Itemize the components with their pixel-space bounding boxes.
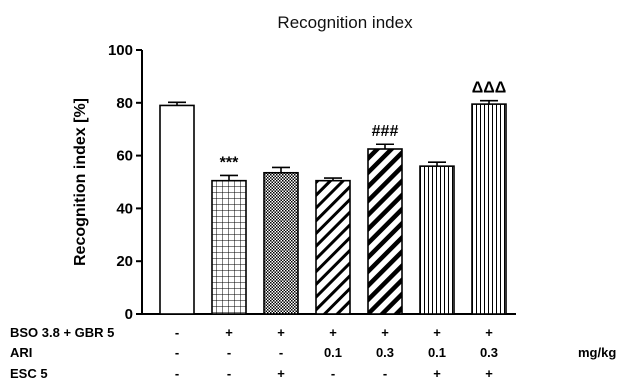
- treatment-cell: +: [329, 325, 337, 340]
- bar: [263, 171, 299, 315]
- bar: [419, 165, 455, 315]
- treatment-table: BSO 3.8 + GBR 5 - + + + + + + ARI - - - 0.1 0.3 0.1 0.3…: [10, 325, 616, 381]
- treatment-cell: 0.1: [428, 345, 446, 360]
- treatment-cell: -: [227, 366, 231, 381]
- treatment-cell: +: [381, 325, 389, 340]
- treatment-row-label: ESC 5: [10, 366, 48, 381]
- significance-label: ***: [220, 154, 239, 171]
- treatment-cell: +: [485, 366, 493, 381]
- treatment-cell: -: [175, 366, 179, 381]
- treatment-cell: 0.3: [480, 345, 498, 360]
- bar: [471, 103, 507, 315]
- axes: 0 20 40 60 80 100: [108, 42, 516, 323]
- y-axis-label: Recognition index [%]: [72, 98, 89, 266]
- bar: [367, 148, 403, 315]
- treatment-cell: +: [277, 366, 285, 381]
- treatment-cell: -: [175, 325, 179, 340]
- treatment-cell: 0.1: [324, 345, 342, 360]
- bar: [159, 104, 195, 315]
- treatment-cell: -: [175, 345, 179, 360]
- treatment-cell: -: [383, 366, 387, 381]
- chart-title: Recognition index: [277, 13, 413, 32]
- treatment-row-label: ARI: [10, 345, 32, 360]
- unit-label: mg/kg: [578, 345, 616, 360]
- treatment-cell: +: [433, 366, 441, 381]
- y-tick-label: 80: [116, 95, 133, 112]
- treatment-row-label: BSO 3.8 + GBR 5: [10, 325, 114, 340]
- bar: [315, 179, 351, 315]
- y-tick-label: 40: [116, 200, 133, 217]
- bars: *** ### ΔΔΔ: [159, 80, 507, 315]
- significance-label: ###: [372, 123, 399, 140]
- y-tick-label: 0: [125, 306, 133, 323]
- treatment-cell: +: [433, 325, 441, 340]
- treatment-cell: +: [277, 325, 285, 340]
- treatment-cell: +: [485, 325, 493, 340]
- treatment-cell: +: [225, 325, 233, 340]
- y-tick-label: 100: [108, 42, 133, 59]
- bar: [211, 179, 247, 315]
- treatment-cell: -: [331, 366, 335, 381]
- treatment-cell: 0.3: [376, 345, 394, 360]
- y-tick-label: 20: [116, 253, 133, 270]
- y-tick-label: 60: [116, 148, 133, 165]
- treatment-cell: -: [279, 345, 283, 360]
- treatment-cell: -: [227, 345, 231, 360]
- significance-label: ΔΔΔ: [472, 80, 507, 97]
